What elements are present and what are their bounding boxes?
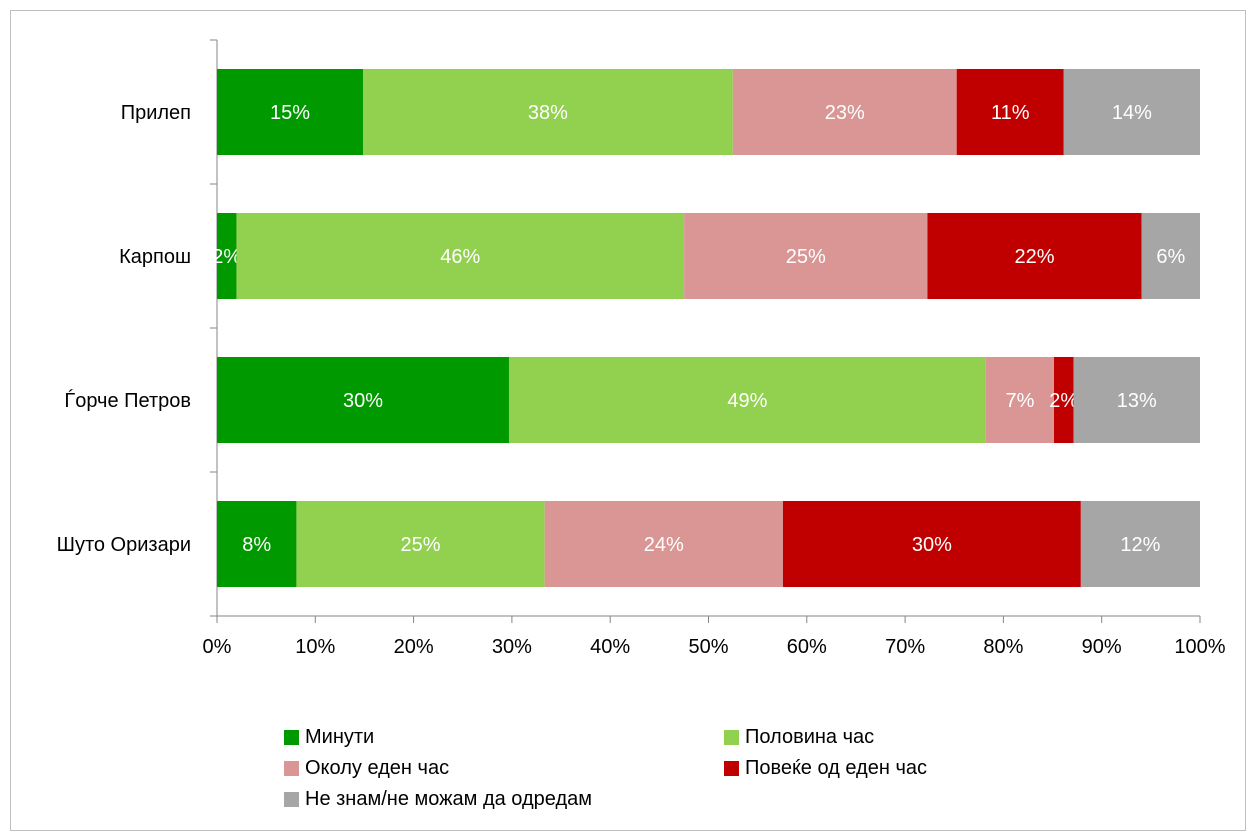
data-label: 23%: [825, 102, 865, 124]
data-label: 15%: [270, 102, 310, 124]
bar-segment: [296, 501, 545, 587]
category-label: Ѓорче Петров: [64, 389, 191, 412]
category-label: Прилеп: [121, 102, 191, 124]
bar-segment: [217, 501, 297, 587]
legend-swatch-okolu-eden-chas: [284, 761, 299, 776]
x-tick-label: 60%: [787, 636, 827, 658]
data-label: 14%: [1112, 102, 1152, 124]
data-label: 2%: [1049, 390, 1078, 412]
data-label: 25%: [401, 534, 441, 556]
legend-item-okolu-eden-chas: Околу еден час: [284, 757, 449, 780]
x-tick-label: 80%: [983, 636, 1023, 658]
data-label: 6%: [1156, 246, 1185, 268]
legend-item-povekje-od-eden-chas: Повеќе од еден час: [724, 757, 927, 780]
bar-segment: [362, 69, 733, 155]
x-tick-label: 100%: [1174, 636, 1225, 658]
bar-segment: [1063, 69, 1200, 155]
bar-segment: [1141, 213, 1200, 299]
x-tick-label: 90%: [1082, 636, 1122, 658]
bar-segment: [217, 69, 363, 155]
data-label: 30%: [912, 534, 952, 556]
bar-segment: [1080, 501, 1200, 587]
data-label: 24%: [644, 534, 684, 556]
legend-swatch-povekje-od-eden-chas: [724, 761, 739, 776]
category-label: Карпош: [119, 246, 191, 268]
bar-segment: [732, 69, 957, 155]
category-label: Шуто Оризари: [57, 534, 191, 556]
legend-swatch-polovina-chas: [724, 730, 739, 745]
data-label: 12%: [1120, 534, 1160, 556]
data-label: 2%: [212, 246, 241, 268]
x-tick-label: 40%: [590, 636, 630, 658]
data-label: 49%: [727, 390, 767, 412]
legend-item-minuti: Минути: [284, 726, 374, 749]
legend-label-povekje-od-eden-chas: Повеќе од еден час: [745, 757, 927, 779]
data-label: 22%: [1015, 246, 1055, 268]
data-label: 13%: [1117, 390, 1157, 412]
bar-segment: [956, 69, 1064, 155]
legend-label-ne-znam: Не знам/не можам да одредам: [305, 788, 593, 810]
data-label: 7%: [1005, 390, 1034, 412]
data-label: 38%: [528, 102, 568, 124]
bar-segment: [217, 357, 509, 443]
bar-segment: [985, 357, 1055, 443]
legend-item-ne-znam: Не знам/не можам да одредам: [284, 788, 592, 811]
bar-segment: [782, 501, 1081, 587]
x-tick-label: 10%: [295, 636, 335, 658]
bar-segment: [684, 213, 928, 299]
bar-segment: [236, 213, 685, 299]
legend-label-okolu-eden-chas: Околу еден час: [305, 757, 450, 779]
legend-label-polovina-chas: Половина час: [745, 726, 875, 748]
legend-label-minuti: Минути: [305, 726, 375, 748]
legend-swatch-minuti: [284, 730, 299, 745]
x-tick-label: 50%: [688, 636, 728, 658]
data-label: 46%: [440, 246, 480, 268]
legend-item-polovina-chas: Половина час: [724, 726, 874, 749]
data-label: 11%: [991, 102, 1030, 124]
bar-segment: [1073, 357, 1200, 443]
x-tick-label: 0%: [203, 636, 232, 658]
bar-segment: [927, 213, 1142, 299]
data-label: 25%: [786, 246, 826, 268]
bar-segment: [544, 501, 783, 587]
bar-segment: [508, 357, 986, 443]
legend-swatch-ne-znam: [284, 792, 299, 807]
x-tick-label: 30%: [492, 636, 532, 658]
data-label: 8%: [242, 534, 271, 556]
bar-segment: [1054, 357, 1074, 443]
x-tick-label: 20%: [394, 636, 434, 658]
x-tick-label: 70%: [885, 636, 925, 658]
bar-segment: [217, 213, 237, 299]
data-label: 30%: [343, 390, 383, 412]
